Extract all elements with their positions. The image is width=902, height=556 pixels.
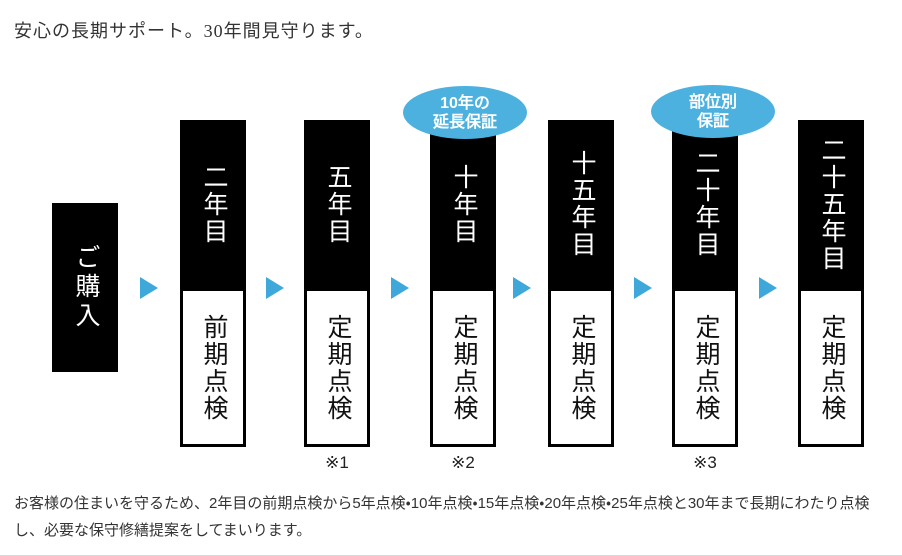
year-label-box: 十五年目 [548, 120, 614, 288]
timeline-start-box: ご購入 [52, 203, 118, 372]
arrow-right-icon [266, 277, 284, 299]
year-label: 二年目 [200, 163, 227, 245]
footnote-marker-1: ※1 [325, 453, 349, 472]
year-label-box: 五年目 [304, 120, 370, 288]
year-label: 二十五年目 [818, 136, 845, 272]
year-label-box: 二十年目 [672, 120, 738, 288]
timeline-column-year15: 十五年目 定期点検 [548, 120, 614, 447]
arrow-right-icon [759, 277, 777, 299]
badge-line: 部位別 [688, 93, 737, 111]
inspection-label-box: 定期点検 [548, 288, 614, 447]
footnote-marker-3: ※3 [693, 453, 717, 472]
inspection-label-box: 定期点検 [672, 288, 738, 447]
timeline-column-year20: 二十年目 定期点検 [672, 120, 738, 447]
inspection-label: 定期点検 [692, 313, 719, 422]
inspection-label-box: 定期点検 [430, 288, 496, 447]
arrow-right-icon [140, 277, 158, 299]
parts-warranty-badge: 部位別 保証 [651, 85, 775, 138]
arrow-right-icon [391, 277, 409, 299]
extended-warranty-badge: 10年の 延長保証 [403, 86, 527, 139]
footnote-marker-2: ※2 [451, 453, 475, 472]
inspection-label: 定期点検 [818, 313, 845, 422]
inspection-label-box: 定期点検 [304, 288, 370, 447]
inspection-label: 定期点検 [324, 313, 351, 422]
inspection-label-box: 定期点検 [798, 288, 864, 447]
start-label: ご購入 [72, 244, 99, 331]
badge-line: 10年の [440, 94, 490, 112]
inspection-label: 定期点検 [450, 313, 477, 422]
timeline-column-year10: 十年目 定期点検 [430, 120, 496, 447]
badge-line: 延長保証 [432, 113, 497, 131]
year-label: 二十年目 [692, 150, 719, 258]
arrow-right-icon [513, 277, 531, 299]
inspection-label: 前期点検 [200, 313, 227, 422]
footer-note: お客様の住まいを守るため、2年目の前期点検から5年点検・10年点検・15年点検・… [14, 495, 870, 539]
year-label: 十年目 [450, 163, 477, 245]
badge-line: 保証 [696, 112, 729, 130]
inspection-label-box: 前期点検 [180, 288, 246, 447]
arrow-right-icon [634, 277, 652, 299]
section-heading: 安心の長期サポート。30年間見守ります。 [14, 21, 374, 41]
year-label-box: 二年目 [180, 120, 246, 288]
year-label-box: 十年目 [430, 120, 496, 288]
timeline-column-year5: 五年目 定期点検 [304, 120, 370, 447]
year-label: 十五年目 [568, 150, 595, 258]
timeline-column-year2: 二年目 前期点検 [180, 120, 246, 447]
year-label: 五年目 [324, 163, 351, 245]
timeline-column-year25: 二十五年目 定期点検 [798, 120, 864, 447]
year-label-box: 二十五年目 [798, 120, 864, 288]
inspection-label: 定期点検 [568, 313, 595, 422]
